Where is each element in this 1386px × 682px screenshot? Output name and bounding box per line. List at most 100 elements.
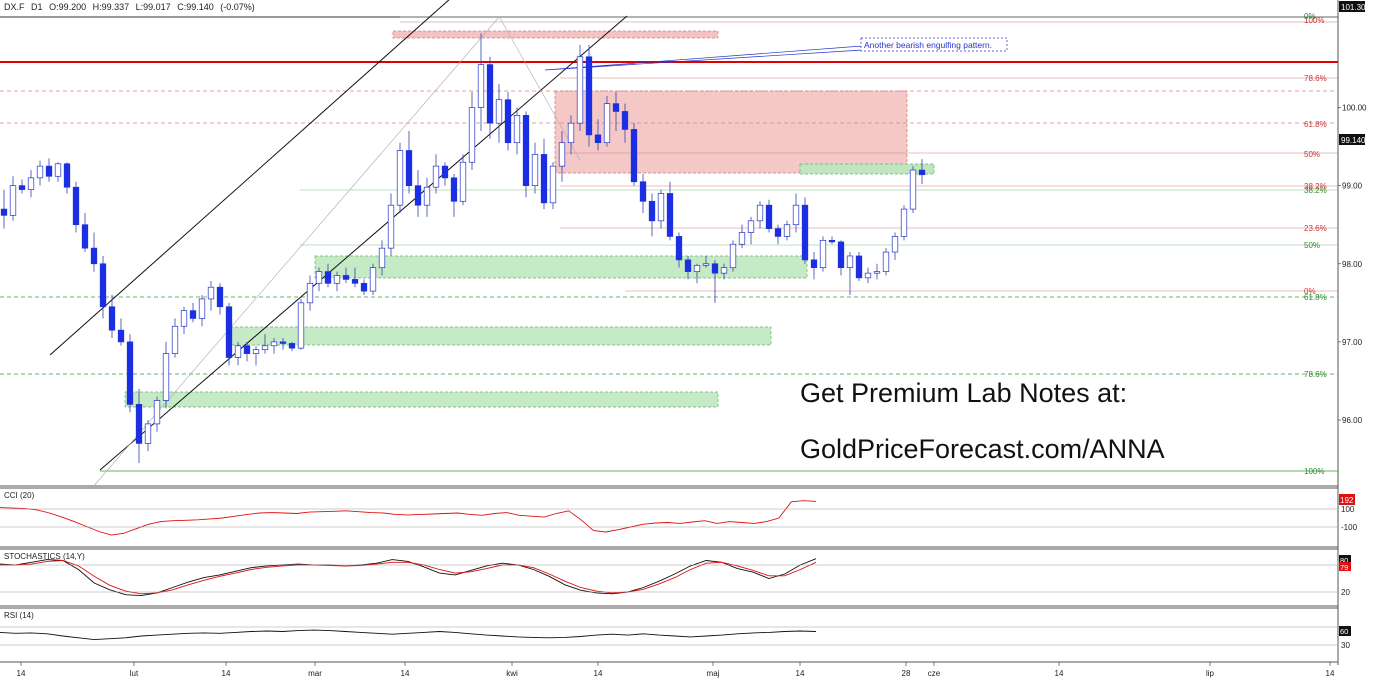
candle-body (396, 150, 404, 206)
candle (324, 263, 332, 288)
candle-body (333, 275, 341, 284)
candle (270, 337, 278, 354)
candle-body (882, 251, 890, 272)
annotation-box (860, 37, 1008, 52)
candle-body (846, 255, 854, 269)
candle (612, 91, 620, 131)
price-tick-label: 99.00 (1342, 182, 1363, 191)
candle (396, 142, 404, 213)
candle (486, 56, 494, 139)
candle (666, 181, 674, 241)
candle (540, 138, 548, 210)
candle-body (540, 154, 548, 204)
candle-body (297, 302, 305, 349)
time-tick-label: cze (928, 669, 941, 678)
candle (180, 306, 188, 335)
candle (567, 115, 575, 155)
candle (315, 267, 323, 292)
candle (657, 189, 665, 229)
candle (243, 341, 251, 362)
candle (306, 275, 314, 311)
candle-body (648, 200, 656, 222)
candle-body (63, 163, 71, 188)
rsi-panel (0, 629, 817, 641)
fib-labels-red: 100% 78.6% 61.8% 50% 38.2% 23.6% 0% (1304, 16, 1327, 296)
candle (774, 224, 782, 245)
candle (765, 199, 773, 233)
candle-body (81, 224, 89, 249)
candle-body (36, 165, 44, 179)
high-label: H:99.337 (92, 2, 130, 12)
candle-body (603, 103, 611, 144)
candle-body (792, 204, 800, 226)
candle-body (27, 177, 35, 190)
candle (0, 189, 8, 229)
candle (459, 154, 467, 206)
candle-body (0, 208, 8, 216)
candle-body (585, 56, 593, 136)
candle (558, 130, 566, 182)
candle-body (225, 306, 233, 358)
change-label: (-0.07%) (220, 2, 255, 12)
support-zone-lower (124, 391, 719, 408)
candle (36, 160, 44, 186)
candle-body (414, 185, 422, 206)
price-tick-label: 96.00 (1342, 416, 1363, 425)
stoch-value-tag-2 (1339, 562, 1351, 571)
fib-label: 100% (1304, 16, 1324, 25)
time-tick-label: 14 (1055, 669, 1064, 678)
candle (432, 154, 440, 194)
cci-value-label: 192 (1340, 496, 1354, 505)
candle-body (171, 325, 179, 354)
candle (873, 263, 881, 280)
time-tick-label: 14 (401, 669, 410, 678)
candle (792, 193, 800, 233)
candle-body (342, 275, 350, 280)
candle-body (504, 99, 512, 144)
candle (702, 255, 710, 268)
time-tick-label: lip (1206, 669, 1215, 678)
stoch-value-label-2: 79 (1340, 563, 1348, 572)
candle-body (54, 163, 62, 177)
fib-label: 38.2% (1304, 182, 1327, 191)
time-tick-label: lut (130, 669, 139, 678)
candle-body (360, 282, 368, 292)
candle (603, 95, 611, 147)
candle-body (153, 400, 161, 425)
price-tick-label: 98.00 (1342, 260, 1363, 269)
candle-body (567, 122, 575, 144)
price-tick-label: 100.00 (1342, 104, 1367, 113)
candle-body (621, 111, 629, 130)
time-tick-label: 14 (796, 669, 805, 678)
candle (153, 396, 161, 432)
fib-label: 50% (1304, 241, 1320, 250)
candle-body (774, 228, 782, 237)
candle-body (891, 236, 899, 253)
time-axis: 14 lut 14 mar 14 kwi 14 maj 14 28 cze 14 lip 14 (17, 662, 1335, 678)
candle (477, 33, 485, 131)
interval-label: D1 (31, 2, 43, 12)
rsi-title: RSI (14) (4, 611, 34, 620)
candle-body (252, 349, 260, 354)
candle-body (459, 161, 467, 202)
candle-body (675, 236, 683, 261)
candle (207, 280, 215, 311)
candle (531, 142, 539, 194)
candle (189, 302, 197, 323)
candle (117, 318, 125, 346)
cci-line (0, 500, 817, 536)
candle (684, 255, 692, 280)
cci-title: CCI (20) (4, 491, 35, 500)
candle (378, 240, 386, 276)
candle-body (873, 271, 881, 274)
candle (828, 236, 836, 245)
resistance-zone-top (392, 30, 719, 39)
open-label: O:99.200 (49, 2, 87, 12)
stoch-title: STOCHASTICS (14,Y) (4, 552, 85, 561)
candle (99, 255, 107, 319)
candle-body (594, 134, 602, 144)
candle (738, 224, 746, 249)
promo-link[interactable]: GoldPriceForecast.com/ANNA (800, 434, 1165, 464)
candle-body (18, 185, 26, 190)
